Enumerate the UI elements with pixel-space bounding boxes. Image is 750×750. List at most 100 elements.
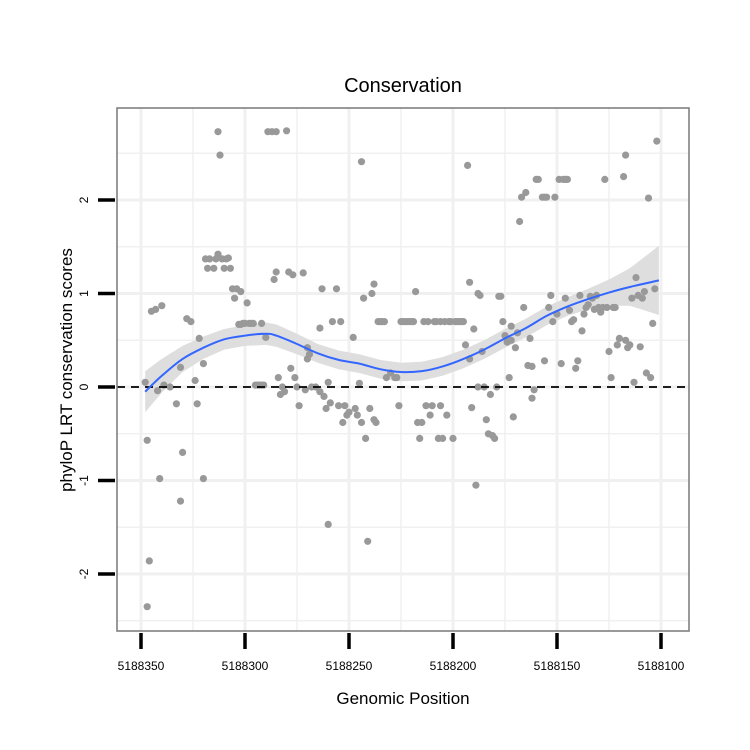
data-point: [605, 347, 613, 356]
chart-title: Conservation: [344, 75, 462, 97]
data-point: [507, 322, 515, 330]
data-point: [318, 285, 326, 293]
data-point: [547, 291, 555, 299]
data-point: [339, 418, 347, 427]
data-point: [341, 402, 349, 410]
data-point: [231, 294, 239, 302]
data-point: [549, 318, 557, 326]
data-point: [270, 275, 278, 284]
data-point: [360, 294, 368, 302]
data-point: [574, 357, 582, 365]
data-point: [497, 292, 505, 300]
data-point: [572, 364, 580, 372]
data-point: [522, 188, 530, 197]
data-point: [316, 388, 324, 396]
data-point: [349, 333, 357, 341]
data-point: [620, 173, 628, 181]
data-point: [206, 255, 214, 263]
data-point: [328, 318, 336, 326]
data-point: [156, 475, 164, 483]
data-point: [332, 285, 341, 293]
x-tick-label: 5188250: [326, 659, 373, 673]
data-point: [191, 376, 199, 385]
data-point: [249, 319, 257, 327]
data-point: [530, 386, 538, 394]
data-point: [518, 193, 526, 201]
data-point: [158, 302, 166, 310]
data-point: [428, 402, 436, 410]
data-point: [426, 411, 434, 419]
data-point: [649, 319, 657, 327]
data-point: [226, 264, 234, 272]
data-point: [607, 374, 615, 382]
data-point: [626, 341, 634, 349]
data-point: [335, 402, 343, 410]
data-point: [295, 402, 303, 410]
data-point: [653, 137, 661, 145]
data-point: [459, 318, 467, 326]
data-point: [601, 175, 609, 183]
data-point: [472, 481, 480, 489]
data-point: [214, 250, 222, 258]
data-point: [357, 158, 366, 166]
x-tick-label: 5188100: [638, 659, 685, 673]
data-point: [152, 305, 160, 313]
data-point: [647, 374, 655, 382]
data-point: [476, 291, 484, 299]
data-point: [540, 357, 549, 365]
data-point: [199, 475, 207, 483]
data-point: [176, 497, 185, 505]
data-point: [324, 520, 332, 529]
data-point: [145, 557, 153, 565]
data-point: [443, 411, 451, 419]
data-point: [511, 344, 519, 352]
data-point: [461, 341, 470, 349]
data-point: [628, 294, 636, 302]
data-point: [243, 299, 251, 307]
data-point: [644, 194, 653, 202]
x-axis-label: Genomic Position: [336, 689, 469, 708]
data-point: [464, 161, 472, 169]
data-point: [466, 278, 474, 286]
data-point: [622, 336, 630, 344]
data-point: [580, 310, 588, 318]
data-point: [436, 402, 445, 410]
data-point: [176, 363, 185, 371]
data-point: [563, 175, 572, 183]
y-tick-label: -1: [77, 475, 91, 486]
data-point: [557, 360, 565, 368]
data-point: [409, 318, 418, 326]
data-point: [166, 383, 174, 391]
axes: 5188350 5188300 5188250 5188200 5188150 51881…: [77, 196, 685, 673]
data-point: [195, 334, 203, 342]
data-point: [366, 404, 374, 413]
data-point: [576, 291, 584, 299]
data-point: [241, 319, 249, 327]
data-point: [543, 193, 551, 201]
data-point: [630, 378, 638, 386]
data-point: [274, 374, 282, 382]
data-point: [528, 394, 536, 402]
data-point: [362, 434, 370, 442]
data-point: [141, 378, 149, 386]
data-point: [322, 404, 330, 413]
x-tick-label: 5188300: [222, 659, 269, 673]
y-tick-label: 1: [77, 290, 91, 297]
data-point: [528, 362, 536, 370]
data-point: [283, 127, 291, 135]
data-point: [393, 374, 401, 382]
data-point: [395, 402, 403, 410]
data-point: [355, 379, 363, 387]
data-point: [534, 175, 542, 183]
x-tick-label: 5188150: [534, 659, 581, 673]
smooth-line-group: [117, 279, 689, 393]
panel-border: [116, 107, 690, 632]
data-point: [516, 217, 524, 226]
data-point: [224, 254, 232, 262]
data-point: [258, 319, 266, 327]
data-point: [301, 386, 309, 394]
data-point: [507, 336, 515, 344]
data-point: [418, 418, 426, 427]
data-point: [143, 603, 151, 611]
